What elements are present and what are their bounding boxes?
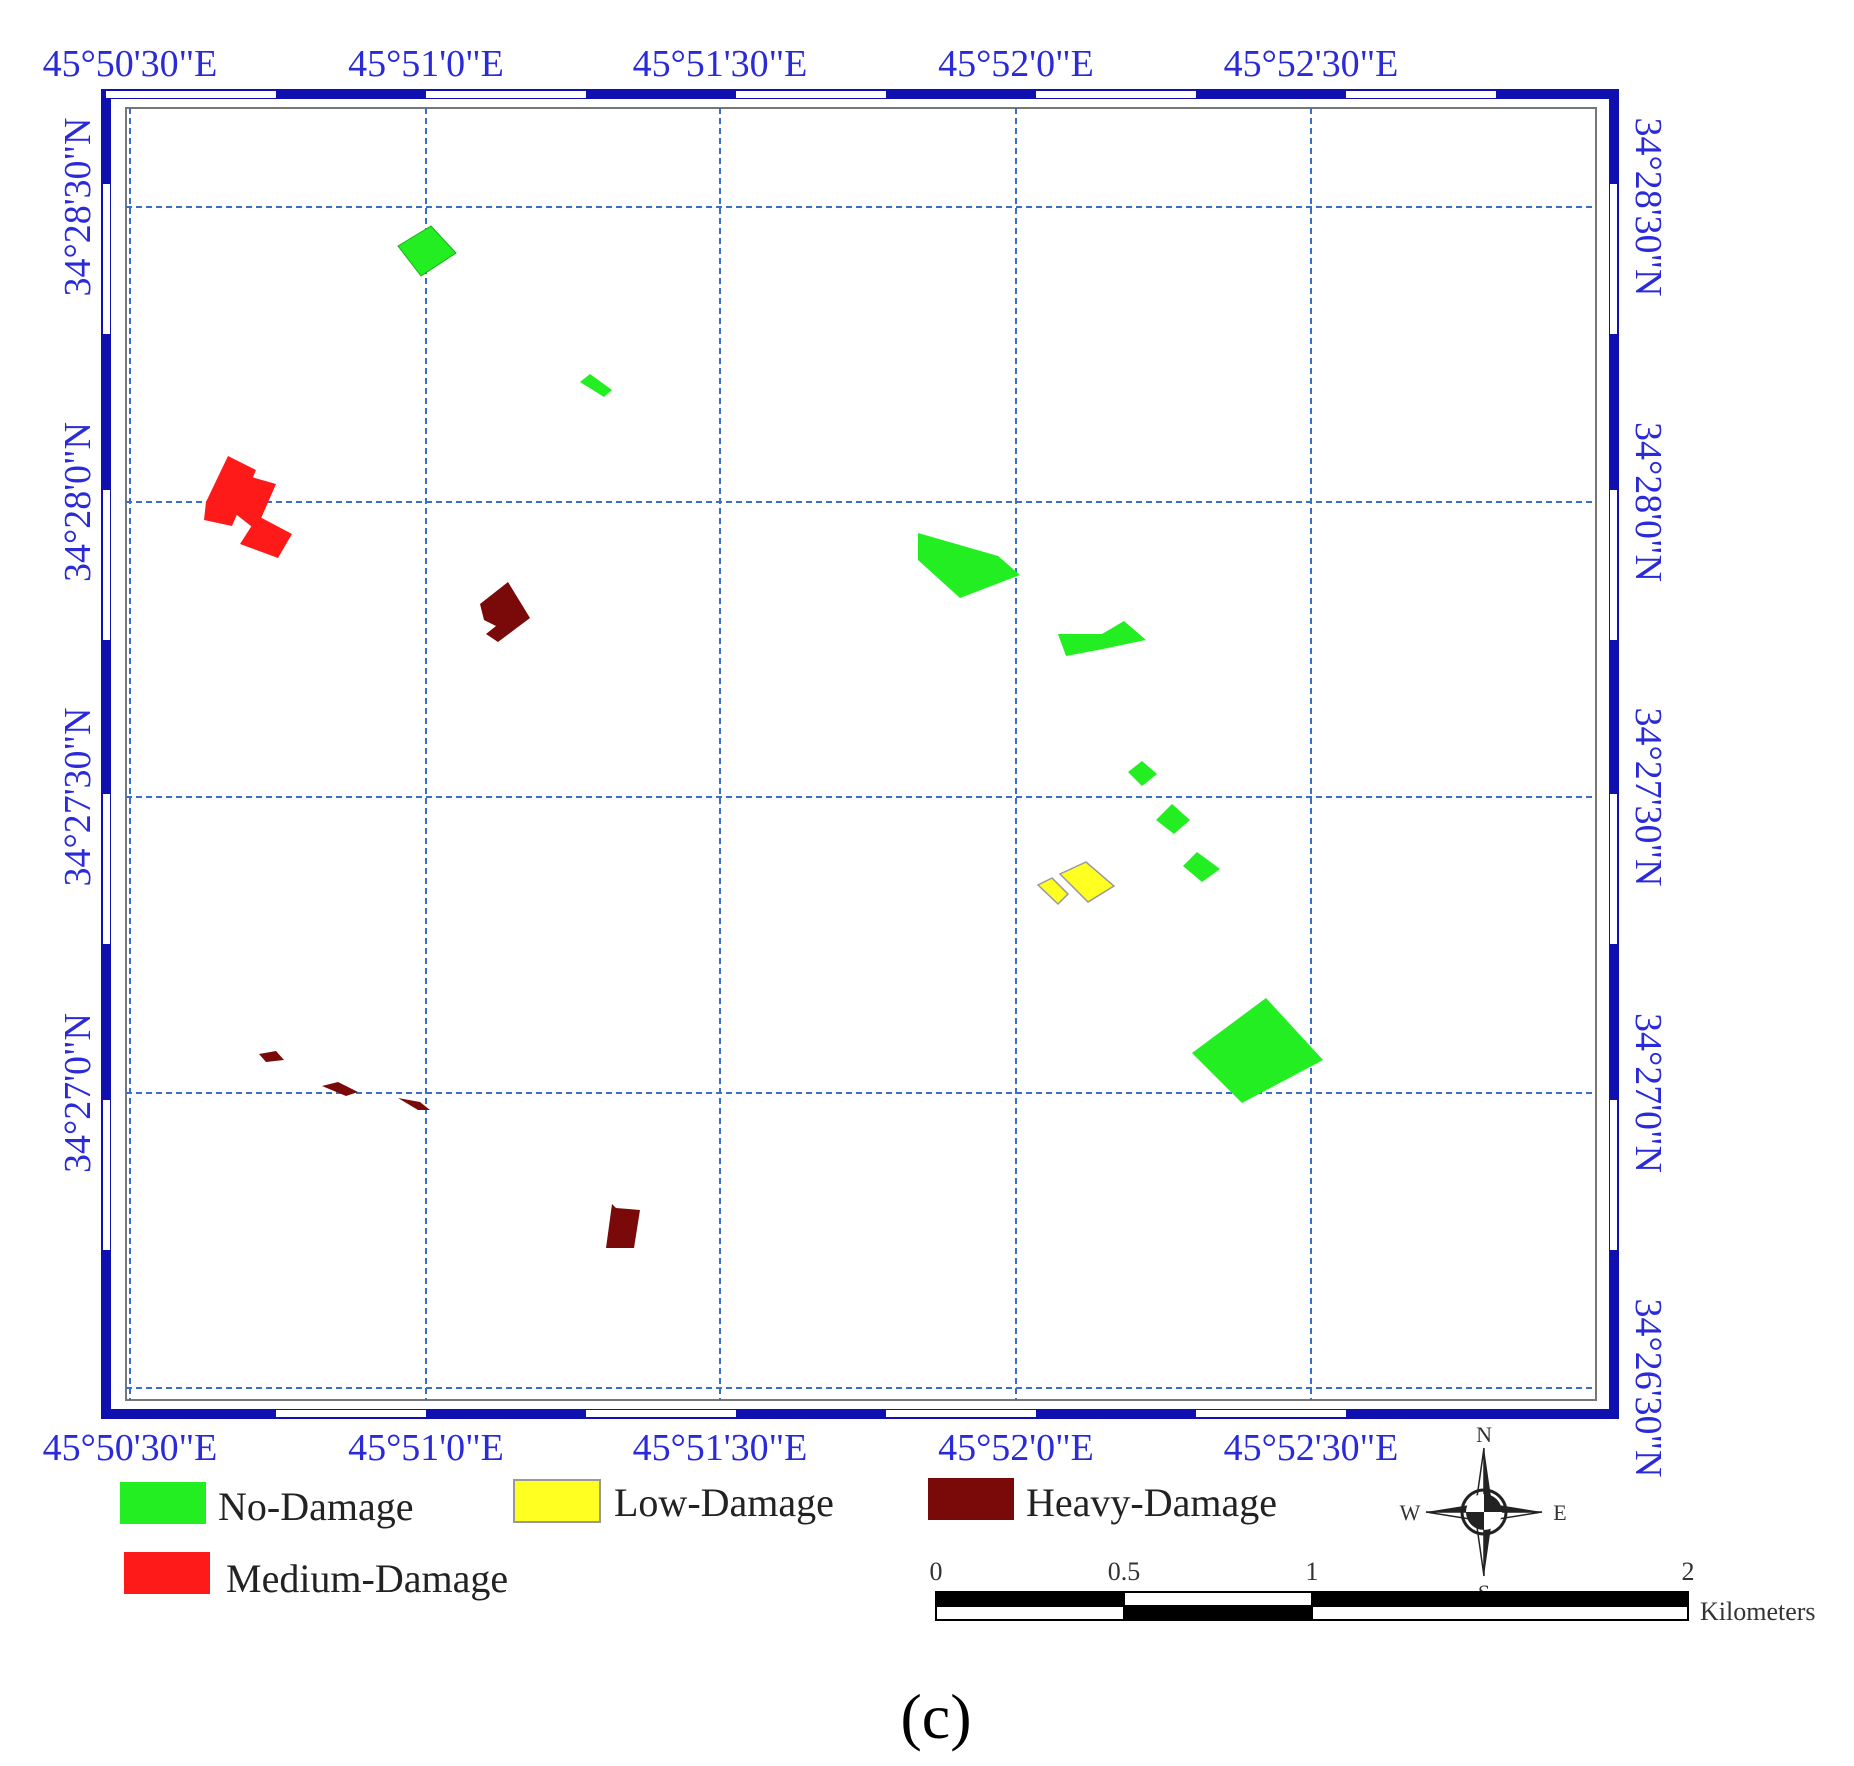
medium-damage-patch bbox=[228, 476, 276, 530]
heavy-damage-patch bbox=[259, 1051, 284, 1062]
compass-n: N bbox=[1476, 1422, 1492, 1447]
top-lon-label: 45°50'30"E bbox=[43, 43, 218, 85]
north-arrow-icon: N S W E bbox=[1400, 1422, 1567, 1605]
left-lat-label: 34°27'0"N bbox=[57, 1013, 99, 1173]
compass-e: E bbox=[1553, 1500, 1566, 1525]
right-lat-label: 34°27'0"N bbox=[1627, 1013, 1669, 1173]
heavy-damage-patch bbox=[480, 582, 530, 642]
top-lon-label: 45°51'30"E bbox=[633, 43, 808, 85]
left-lat-label: 34°27'30"N bbox=[57, 708, 99, 887]
bottom-lon-label: 45°52'0"E bbox=[938, 1427, 1094, 1469]
heavy-damage-patch bbox=[322, 1082, 358, 1096]
no-damage-patch bbox=[1183, 852, 1220, 882]
low-damage-patch bbox=[1036, 877, 1070, 906]
legend: No-Damage Low-Damage Heavy-Damage Medium… bbox=[120, 1478, 1277, 1601]
legend-swatch-no-damage bbox=[120, 1482, 206, 1524]
graticule bbox=[126, 108, 1596, 1400]
heavy-damage-patch bbox=[606, 1204, 640, 1248]
legend-label-medium-damage: Medium-Damage bbox=[226, 1556, 508, 1601]
top-lon-label: 45°52'30"E bbox=[1224, 43, 1399, 85]
no-damage-patch bbox=[1058, 621, 1146, 656]
legend-swatch-medium-damage bbox=[124, 1552, 210, 1594]
right-lat-label: 34°27'30"N bbox=[1627, 708, 1669, 887]
top-longitude-labels: 45°50'30"E 45°51'0"E 45°51'30"E 45°52'0"… bbox=[43, 43, 1399, 85]
right-lat-label: 34°26'30"N bbox=[1627, 1299, 1669, 1478]
right-lat-label: 34°28'0"N bbox=[1627, 422, 1669, 582]
low-damage-patch bbox=[1058, 861, 1116, 903]
top-lon-label: 45°51'0"E bbox=[348, 43, 504, 85]
legend-label-low-damage: Low-Damage bbox=[614, 1480, 834, 1525]
bottom-lon-label: 45°52'30"E bbox=[1224, 1427, 1399, 1469]
no-damage-patch bbox=[1156, 804, 1190, 834]
left-lat-label: 34°28'0"N bbox=[57, 422, 99, 582]
map-frame bbox=[101, 89, 1619, 1419]
scale-tick-label: 2 bbox=[1682, 1557, 1695, 1586]
scale-tick-label: 0 bbox=[930, 1557, 943, 1586]
top-lon-label: 45°52'0"E bbox=[938, 43, 1094, 85]
no-damage-patch bbox=[397, 225, 457, 277]
scale-tick-label: 1 bbox=[1306, 1557, 1319, 1586]
compass-w: W bbox=[1400, 1500, 1421, 1525]
no-damage-patch bbox=[1128, 761, 1157, 786]
panel-label: (c) bbox=[900, 1681, 971, 1752]
legend-label-no-damage: No-Damage bbox=[218, 1484, 413, 1529]
bottom-lon-label: 45°51'30"E bbox=[633, 1427, 808, 1469]
right-latitude-labels: 34°28'30"N 34°28'0"N 34°27'30"N 34°27'0"… bbox=[1627, 118, 1669, 1478]
legend-swatch-heavy-damage bbox=[928, 1478, 1014, 1520]
medium-damage-patch bbox=[204, 456, 256, 526]
left-latitude-labels: 34°28'30"N 34°28'0"N 34°27'30"N 34°27'0"… bbox=[57, 118, 99, 1174]
right-lat-label: 34°28'30"N bbox=[1627, 118, 1669, 297]
scale-unit-label: Kilometers bbox=[1700, 1597, 1816, 1626]
heavy-damage-patch bbox=[398, 1098, 430, 1110]
bottom-lon-label: 45°50'30"E bbox=[43, 1427, 218, 1469]
scale-bar: 0 0.5 1 2 Kilometers bbox=[930, 1557, 1816, 1626]
bottom-longitude-labels: 45°50'30"E 45°51'0"E 45°51'30"E 45°52'0"… bbox=[43, 1427, 1399, 1469]
no-damage-patch bbox=[580, 374, 612, 397]
legend-swatch-low-damage bbox=[513, 1479, 601, 1523]
legend-label-heavy-damage: Heavy-Damage bbox=[1026, 1480, 1277, 1525]
damage-polygons bbox=[204, 225, 1323, 1248]
no-damage-patch bbox=[918, 533, 1020, 598]
bottom-lon-label: 45°51'0"E bbox=[348, 1427, 504, 1469]
medium-damage-patch bbox=[240, 516, 292, 558]
left-lat-label: 34°28'30"N bbox=[57, 118, 99, 297]
scale-tick-label: 0.5 bbox=[1108, 1557, 1141, 1586]
no-damage-patch bbox=[1192, 998, 1323, 1103]
